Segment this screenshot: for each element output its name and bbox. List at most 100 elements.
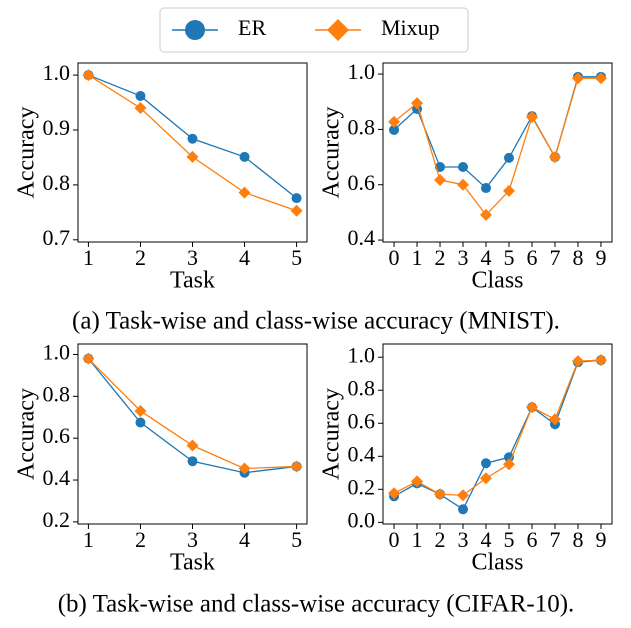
marker <box>135 417 146 428</box>
x-tick-label: 1 <box>83 527 94 552</box>
y-tick-label: 0.6 <box>43 423 71 448</box>
series-line <box>393 359 602 511</box>
x-tick-label: 0 <box>389 527 400 552</box>
x-tick-label: 8 <box>572 245 583 270</box>
marker <box>239 151 250 162</box>
x-tick-label: 2 <box>435 245 446 270</box>
x-tick-label: 2 <box>435 527 446 552</box>
legend-box <box>159 7 469 53</box>
y-tick-label: 0.2 <box>43 507 71 532</box>
marker <box>434 174 447 187</box>
marker <box>457 178 470 191</box>
legend-label: Mixup <box>381 15 440 40</box>
marker <box>291 193 302 204</box>
marker <box>548 151 561 164</box>
y-tick-label: 0.9 <box>43 115 71 140</box>
axes-frame <box>77 343 308 525</box>
marker <box>187 456 198 467</box>
y-tick-label: 0.2 <box>348 474 376 499</box>
x-tick-label: 1 <box>412 527 423 552</box>
y-tick-label: 0.0 <box>348 507 376 532</box>
marker <box>525 110 538 123</box>
y-tick-label: 0.6 <box>348 408 376 433</box>
y-tick-label: 0.4 <box>348 225 376 250</box>
marker <box>502 184 515 197</box>
legend-marker <box>185 20 205 40</box>
x-tick-label: 3 <box>187 527 198 552</box>
marker <box>82 352 95 365</box>
x-tick-label: 3 <box>458 527 469 552</box>
y-tick-label: 1.0 <box>348 342 376 367</box>
marker <box>411 97 424 110</box>
marker <box>434 488 447 501</box>
marker <box>290 460 303 473</box>
marker <box>458 162 469 173</box>
x-tick-label: 4 <box>481 527 492 552</box>
series-line <box>393 76 601 190</box>
marker <box>571 72 584 85</box>
marker <box>186 439 199 452</box>
x-axis-label: Task <box>170 268 215 294</box>
x-tick-label: 9 <box>595 245 606 270</box>
x-tick-label: 2 <box>135 527 146 552</box>
marker <box>594 354 607 367</box>
x-axis-label: Class <box>471 550 523 576</box>
x-tick-label: 5 <box>503 527 514 552</box>
marker <box>525 401 538 414</box>
y-tick-label: 1.0 <box>43 340 71 365</box>
y-tick-label: 1.0 <box>43 60 71 85</box>
y-tick-label: 0.4 <box>348 441 376 466</box>
series-line <box>393 77 601 216</box>
axes-frame <box>382 343 613 525</box>
y-tick-label: 1.0 <box>348 59 376 84</box>
series-line <box>87 358 297 470</box>
marker <box>186 150 199 163</box>
x-tick-label: 7 <box>549 245 560 270</box>
x-axis-label: Class <box>471 268 523 294</box>
marker <box>388 115 401 128</box>
series-line <box>87 358 297 474</box>
marker <box>480 208 493 221</box>
x-tick-label: 8 <box>572 527 583 552</box>
x-tick-label: 5 <box>291 245 302 270</box>
caption: (b) Task-wise and class-wise accuracy (C… <box>58 591 575 618</box>
marker <box>290 204 303 217</box>
marker <box>134 404 147 417</box>
marker <box>458 504 469 515</box>
y-axis-label: Accuracy <box>319 107 345 199</box>
y-axis-label: Accuracy <box>14 388 40 480</box>
y-tick-label: 0.8 <box>43 381 71 406</box>
x-tick-label: 7 <box>549 527 560 552</box>
series-line <box>393 359 601 496</box>
marker <box>82 69 95 82</box>
x-tick-label: 4 <box>239 527 250 552</box>
marker <box>503 452 514 463</box>
marker <box>238 186 251 199</box>
x-tick-label: 1 <box>412 245 423 270</box>
marker <box>481 458 492 469</box>
x-tick-label: 0 <box>389 245 400 270</box>
caption: (a) Task-wise and class-wise accuracy (M… <box>72 308 560 335</box>
axes-frame <box>77 62 308 243</box>
y-tick-label: 0.8 <box>348 375 376 400</box>
marker <box>502 458 515 471</box>
marker <box>503 152 514 163</box>
marker <box>238 462 251 475</box>
y-axis-label: Accuracy <box>319 388 345 480</box>
marker <box>571 355 584 368</box>
marker <box>411 475 424 488</box>
y-tick-label: 0.8 <box>43 170 71 195</box>
y-tick-label: 0.8 <box>348 114 376 139</box>
marker <box>457 489 470 502</box>
y-tick-label: 0.6 <box>348 170 376 195</box>
y-tick-label: 0.7 <box>43 225 71 250</box>
x-tick-label: 4 <box>481 245 492 270</box>
x-tick-label: 5 <box>291 527 302 552</box>
marker <box>548 413 561 426</box>
x-axis-label: Task <box>170 550 215 576</box>
marker <box>389 124 400 135</box>
marker <box>135 90 146 101</box>
x-tick-label: 5 <box>503 245 514 270</box>
